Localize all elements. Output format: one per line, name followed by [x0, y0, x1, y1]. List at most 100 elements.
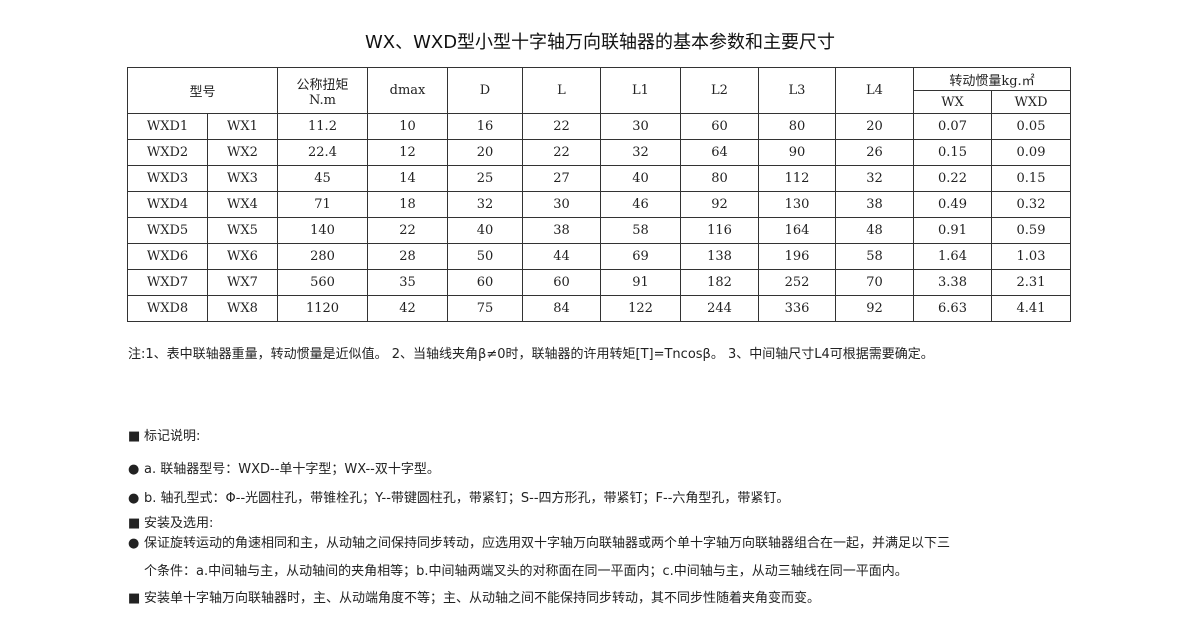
table-cell: WX2 [207, 139, 278, 166]
header-L3: L3 [758, 67, 836, 114]
table-cell: 92 [835, 295, 914, 322]
table-cell: 14 [367, 165, 448, 192]
table-cell: 35 [367, 269, 448, 296]
table-cell: 64 [680, 139, 759, 166]
line-text: 安装单十字轴万向联轴器时，主、从动端角度不等；主、从动轴之间不能保持同步转动，其… [144, 591, 821, 606]
table-cell: 22 [367, 217, 448, 244]
table-cell: 2.31 [991, 269, 1071, 296]
table-cell: 252 [758, 269, 836, 296]
table-cell: 0.91 [913, 217, 992, 244]
bullet-icon: ■ [128, 591, 141, 606]
table-cell: 32 [447, 191, 523, 218]
table-cell: 38 [522, 217, 601, 244]
table-cell: 60 [447, 269, 523, 296]
table-cell: 80 [758, 113, 836, 140]
table-cell: WXD3 [127, 165, 208, 192]
table-cell: 20 [447, 139, 523, 166]
table-cell: 38 [835, 191, 914, 218]
table-cell: 40 [447, 217, 523, 244]
table-row: WXD7 WX7 560 35 60 60 91 182 252 70 3.38 2.31 [127, 269, 1071, 296]
table-cell: 244 [680, 295, 759, 322]
table-cell: 280 [277, 243, 368, 270]
table-cell: 30 [600, 113, 681, 140]
table-cell: 32 [600, 139, 681, 166]
table-cell: 32 [835, 165, 914, 192]
table-cell: 0.49 [913, 191, 992, 218]
table-cell: 22 [522, 139, 601, 166]
table-cell: 50 [447, 243, 523, 270]
table-cell: 11.2 [277, 113, 368, 140]
table-cell: 560 [277, 269, 368, 296]
parameters-table: 型号 公称扭矩 N.m dmax D L L1 L2 L3 L4 转动惯量kg.㎡… [127, 67, 1071, 322]
table-cell: 69 [600, 243, 681, 270]
table-cell: 60 [522, 269, 601, 296]
table-cell: 30 [522, 191, 601, 218]
table-cell: WX8 [207, 295, 278, 322]
table-cell: 75 [447, 295, 523, 322]
table-cell: 196 [758, 243, 836, 270]
table-cell: 336 [758, 295, 836, 322]
table-cell: 6.63 [913, 295, 992, 322]
header-L: L [522, 67, 601, 114]
table-cell: 28 [367, 243, 448, 270]
table-cell: 42 [367, 295, 448, 322]
bullet-icon: ■ [128, 429, 141, 444]
table-cell: 10 [367, 113, 448, 140]
table-cell: 20 [835, 113, 914, 140]
table-cell: WX6 [207, 243, 278, 270]
header-wxd: WXD [991, 90, 1071, 114]
table-notes: 注:1、表中联轴器重量，转动惯量是近似值。 2、当轴线夹角β≠0时，联轴器的许用… [128, 347, 934, 362]
table-cell: WXD8 [127, 295, 208, 322]
table-cell: 71 [277, 191, 368, 218]
table-cell: WX7 [207, 269, 278, 296]
table-cell: WXD4 [127, 191, 208, 218]
legend-line: ● a. 联轴器型号：WXD--单十字型；WX--双十字型。 [128, 458, 440, 477]
line-text: a. 联轴器型号：WXD--单十字型；WX--双十字型。 [144, 462, 440, 477]
table-cell: 91 [600, 269, 681, 296]
table-cell: WXD2 [127, 139, 208, 166]
table-cell: WX4 [207, 191, 278, 218]
table-cell: 92 [680, 191, 759, 218]
table-cell: 40 [600, 165, 681, 192]
table-cell: 0.09 [991, 139, 1071, 166]
table-cell: 112 [758, 165, 836, 192]
table-cell: WX1 [207, 113, 278, 140]
legend-line: ■ 安装单十字轴万向联轴器时，主、从动端角度不等；主、从动轴之间不能保持同步转动，… [128, 587, 820, 606]
bullet-icon: ● [128, 536, 140, 551]
table-cell: WXD7 [127, 269, 208, 296]
table-cell: 1120 [277, 295, 368, 322]
table-row: WXD4 WX4 71 18 32 30 46 92 130 38 0.49 0.32 [127, 191, 1071, 218]
table-row: WXD3 WX3 45 14 25 27 40 80 112 32 0.22 0.15 [127, 165, 1071, 192]
table-cell: 45 [277, 165, 368, 192]
table-cell: 27 [522, 165, 601, 192]
table-cell: WXD1 [127, 113, 208, 140]
table-row: WXD2 WX2 22.4 12 20 22 32 64 90 26 0.15 0.09 [127, 139, 1071, 166]
table-cell: 116 [680, 217, 759, 244]
table-cell: 0.32 [991, 191, 1071, 218]
header-inertia: 转动惯量kg.㎡ [913, 67, 1071, 91]
table-cell: 140 [277, 217, 368, 244]
bullet-icon: ■ [128, 516, 141, 531]
bullet-icon: ● [128, 491, 140, 506]
table-cell: 122 [600, 295, 681, 322]
bullet-icon: ● [128, 462, 140, 477]
table-cell: 46 [600, 191, 681, 218]
table-cell: 60 [680, 113, 759, 140]
legend-line: ■ 安装及选用: [128, 512, 213, 531]
header-L1: L1 [600, 67, 681, 114]
table-cell: 0.59 [991, 217, 1071, 244]
line-text: 个条件：a.中间轴与主，从动轴间的夹角相等；b.中间轴两端叉头的对称面在同一平面… [144, 564, 908, 579]
table-cell: 70 [835, 269, 914, 296]
table-cell: 26 [835, 139, 914, 166]
table-cell: 84 [522, 295, 601, 322]
header-L4: L4 [835, 67, 914, 114]
legend-line: ■ 标记说明: [128, 425, 200, 444]
table-cell: 0.07 [913, 113, 992, 140]
table-cell: 0.15 [913, 139, 992, 166]
table-cell: 4.41 [991, 295, 1071, 322]
line-text: 保证旋转运动的角速相同和主，从动轴之间保持同步转动，应选用双十字轴万向联轴器或两… [144, 536, 951, 551]
table-row: WXD6 WX6 280 28 50 44 69 138 196 58 1.64 1.03 [127, 243, 1071, 270]
table-cell: 90 [758, 139, 836, 166]
table-cell: 130 [758, 191, 836, 218]
